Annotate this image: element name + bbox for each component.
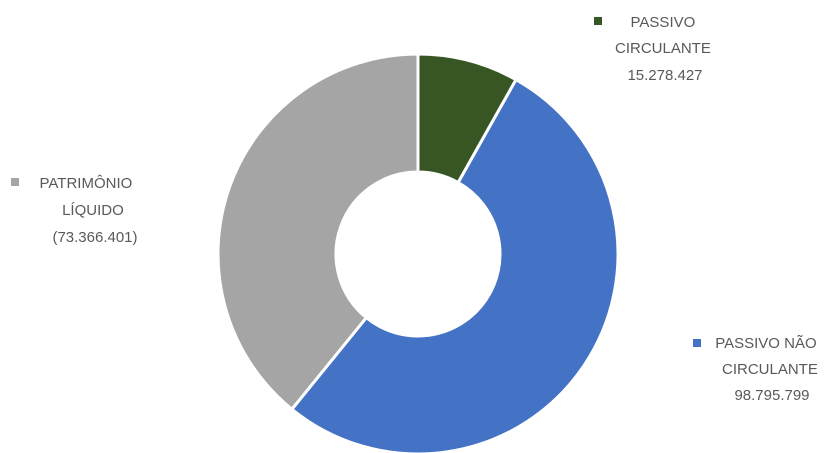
label-line: CIRCULANTE	[615, 40, 711, 57]
slice-label-passivo-nao-circulante: PASSIVO NÃO CIRCULANTE 98.795.799	[693, 335, 822, 404]
slice-passivo-nao-circulante	[289, 77, 620, 453]
label-marker-passivo-nao-circulante	[693, 339, 701, 347]
label-line: PASSIVO	[631, 14, 696, 31]
svg-text:PASSIVO NÃO CIRCULANTE: PASSIVO NÃO CIRCULANTE 98.795.799	[715, 335, 822, 404]
chart-slices	[216, 52, 620, 453]
label-line: PATRIMÔNIO	[40, 175, 133, 192]
svg-text:PATRIMÔNIO LÍQUIDO: PATRIMÔNIO LÍQUIDO (73.366.401)	[40, 175, 138, 246]
label-value: 98.795.799	[734, 387, 809, 404]
label-line: LÍQUIDO	[62, 202, 124, 219]
slice-label-patrimonio-liquido: PATRIMÔNIO LÍQUIDO (73.366.401)	[11, 175, 138, 246]
label-line: PASSIVO NÃO	[715, 335, 816, 352]
label-value: 15.278.427	[627, 67, 702, 84]
slice-patrimonio-liquido	[216, 52, 420, 412]
label-line: CIRCULANTE	[722, 361, 818, 378]
slice-label-passivo-circulante: PASSIVO CIRCULANTE 15.278.427	[594, 14, 715, 84]
svg-text:PASSIVO CIRCULANTE: PASSIVO CIRCULANTE 15.278.427	[615, 14, 715, 84]
label-marker-patrimonio-liquido	[11, 178, 19, 186]
label-marker-passivo-circulante	[594, 17, 602, 25]
label-value: (73.366.401)	[52, 229, 137, 246]
